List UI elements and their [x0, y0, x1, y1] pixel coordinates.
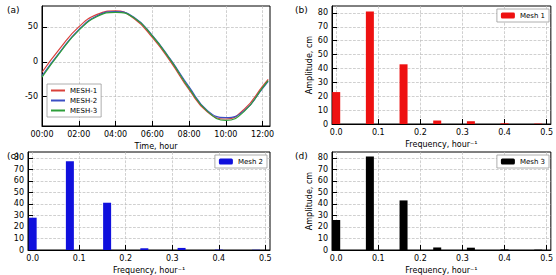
svg-text:(b): (b) [295, 5, 308, 15]
svg-text:30: 30 [14, 211, 24, 220]
svg-text:20: 20 [318, 222, 328, 231]
svg-text:Amplitude, cm: Amplitude, cm [305, 172, 314, 230]
svg-text:0: 0 [323, 120, 328, 129]
svg-text:0: 0 [19, 246, 24, 255]
svg-text:00:00: 00:00 [30, 130, 53, 139]
svg-text:Frequency, hour⁻¹: Frequency, hour⁻¹ [405, 266, 477, 275]
svg-text:0.5: 0.5 [540, 128, 553, 137]
svg-text:40: 40 [14, 199, 24, 208]
svg-text:04:00: 04:00 [104, 130, 127, 139]
svg-text:30: 30 [318, 211, 328, 220]
svg-text:60: 60 [14, 176, 24, 185]
svg-text:Mesh 1: Mesh 1 [520, 12, 545, 20]
svg-text:Frequency, hour⁻¹: Frequency, hour⁻¹ [405, 140, 477, 149]
svg-text:0.3: 0.3 [456, 128, 469, 137]
svg-text:Amplitude, cm: Amplitude, cm [305, 36, 314, 94]
svg-text:MESH-2: MESH-2 [70, 97, 97, 105]
svg-text:40: 40 [318, 199, 328, 208]
svg-text:60: 60 [318, 36, 328, 45]
svg-text:50: 50 [318, 188, 328, 197]
svg-text:0.4: 0.4 [498, 254, 511, 263]
svg-text:06:00: 06:00 [141, 130, 164, 139]
svg-text:0.2: 0.2 [414, 128, 427, 137]
svg-text:50: 50 [28, 22, 38, 31]
svg-text:0.2: 0.2 [414, 254, 427, 263]
svg-text:0.0: 0.0 [330, 128, 343, 137]
svg-text:10: 10 [318, 234, 328, 243]
svg-text:12:00: 12:00 [251, 130, 274, 139]
svg-text:40: 40 [318, 64, 328, 73]
svg-text:70: 70 [318, 165, 328, 174]
svg-text:0: 0 [323, 246, 328, 255]
svg-text:70: 70 [318, 22, 328, 31]
svg-text:-50: -50 [25, 92, 38, 101]
svg-text:20: 20 [14, 222, 24, 231]
svg-text:Frequency, hour⁻¹: Frequency, hour⁻¹ [113, 266, 185, 275]
svg-text:0: 0 [33, 57, 38, 66]
svg-text:50: 50 [14, 188, 24, 197]
svg-text:0.3: 0.3 [456, 254, 469, 263]
svg-text:30: 30 [318, 78, 328, 87]
svg-text:MESH-3: MESH-3 [70, 107, 97, 115]
svg-text:Mesh 2: Mesh 2 [238, 158, 263, 166]
svg-text:50: 50 [318, 50, 328, 59]
svg-text:0.0: 0.0 [26, 254, 39, 263]
svg-text:0.1: 0.1 [372, 254, 385, 263]
svg-text:0.2: 0.2 [119, 254, 132, 263]
svg-text:80: 80 [318, 153, 328, 162]
svg-text:0.4: 0.4 [212, 254, 225, 263]
svg-text:20: 20 [318, 92, 328, 101]
svg-text:Time, hour: Time, hour [134, 142, 179, 151]
svg-text:0.4: 0.4 [498, 128, 511, 137]
svg-text:0.5: 0.5 [540, 254, 553, 263]
svg-text:0.1: 0.1 [73, 254, 86, 263]
svg-text:08:00: 08:00 [178, 130, 201, 139]
svg-text:(d): (d) [295, 151, 308, 161]
svg-text:10:00: 10:00 [214, 130, 237, 139]
svg-text:(c): (c) [7, 151, 19, 161]
svg-text:70: 70 [14, 165, 24, 174]
svg-text:0.1: 0.1 [372, 128, 385, 137]
svg-text:(a): (a) [7, 5, 20, 15]
svg-text:0.3: 0.3 [166, 254, 179, 263]
svg-text:02:00: 02:00 [67, 130, 90, 139]
svg-text:MESH-1: MESH-1 [70, 87, 97, 95]
svg-text:10: 10 [318, 106, 328, 115]
svg-text:10: 10 [14, 234, 24, 243]
svg-text:80: 80 [318, 8, 328, 17]
svg-text:Mesh 3: Mesh 3 [520, 158, 545, 166]
svg-text:60: 60 [318, 176, 328, 185]
svg-text:0.0: 0.0 [330, 254, 343, 263]
svg-text:0.5: 0.5 [259, 254, 272, 263]
